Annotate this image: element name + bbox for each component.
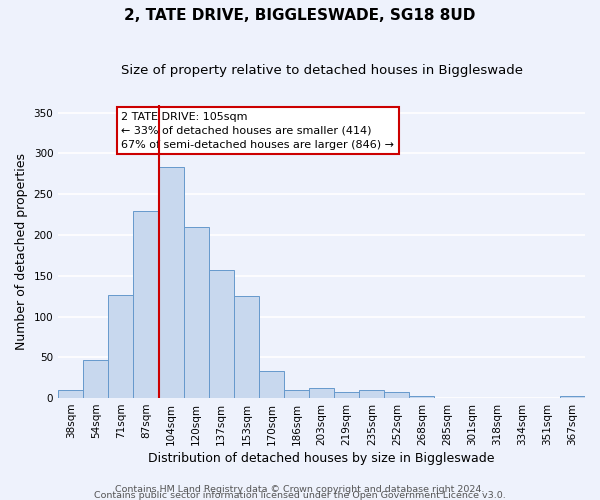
Bar	[83, 360, 109, 398]
Bar	[560, 396, 585, 398]
Bar	[259, 371, 284, 398]
Text: 2, TATE DRIVE, BIGGLESWADE, SG18 8UD: 2, TATE DRIVE, BIGGLESWADE, SG18 8UD	[124, 8, 476, 22]
Text: Contains HM Land Registry data © Crown copyright and database right 2024.: Contains HM Land Registry data © Crown c…	[115, 484, 485, 494]
Bar	[284, 390, 309, 398]
Text: Contains public sector information licensed under the Open Government Licence v3: Contains public sector information licen…	[94, 490, 506, 500]
X-axis label: Distribution of detached houses by size in Biggleswade: Distribution of detached houses by size …	[148, 452, 495, 465]
Bar	[409, 396, 434, 398]
Bar	[184, 227, 209, 398]
Title: Size of property relative to detached houses in Biggleswade: Size of property relative to detached ho…	[121, 64, 523, 77]
Bar	[359, 390, 385, 398]
Bar	[158, 168, 184, 398]
Bar	[133, 210, 158, 398]
Y-axis label: Number of detached properties: Number of detached properties	[15, 153, 28, 350]
Bar	[385, 392, 409, 398]
Bar	[334, 392, 359, 398]
Text: 2 TATE DRIVE: 105sqm
← 33% of detached houses are smaller (414)
67% of semi-deta: 2 TATE DRIVE: 105sqm ← 33% of detached h…	[121, 112, 394, 150]
Bar	[109, 294, 133, 398]
Bar	[209, 270, 234, 398]
Bar	[58, 390, 83, 398]
Bar	[234, 296, 259, 398]
Bar	[309, 388, 334, 398]
